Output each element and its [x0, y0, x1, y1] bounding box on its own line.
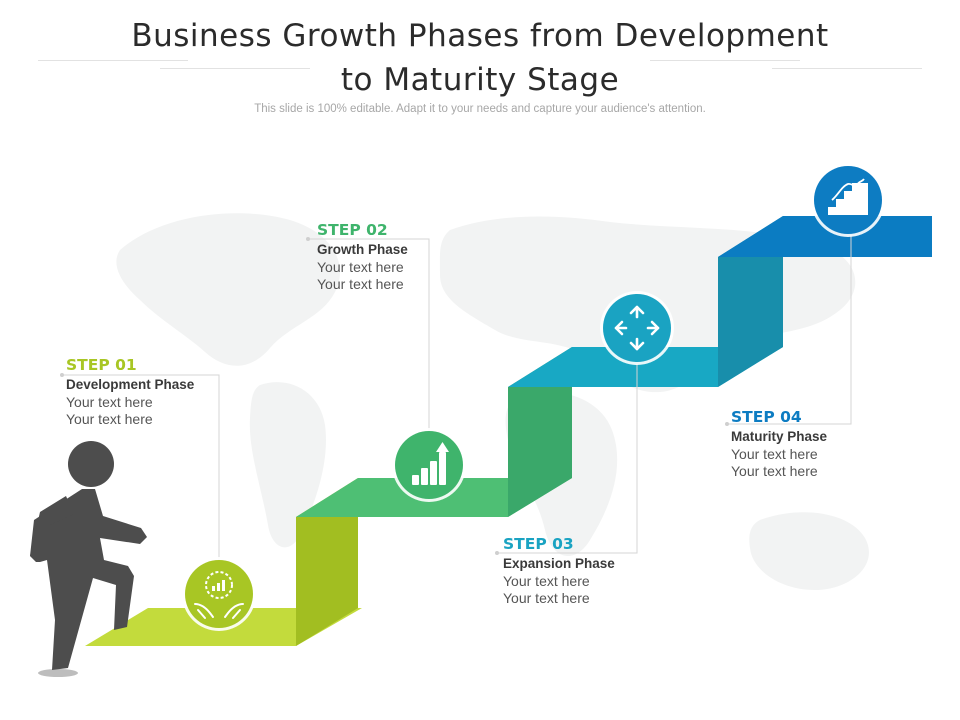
step4-riser: [718, 216, 783, 387]
bar-chart-up-icon: [412, 442, 449, 485]
description-line: Your text here: [731, 463, 818, 479]
step3-tread: [508, 347, 783, 387]
title-line-2: to Maturity Stage: [340, 62, 620, 98]
phase-name: Growth Phase: [317, 242, 408, 257]
title-rule-right-inner: [650, 60, 800, 61]
description-line: Your text here: [503, 590, 590, 606]
phase-name: Maturity Phase: [731, 429, 828, 444]
walking-person-figure: [30, 441, 147, 677]
phase-name: Development Phase: [66, 377, 195, 392]
phase-name: Expansion Phase: [503, 556, 615, 571]
step-03-text: STEP 03 Expansion Phase Your text here Y…: [503, 534, 615, 607]
step-label: STEP 02: [317, 221, 388, 239]
title-rule-left-inner: [160, 68, 310, 69]
description-line: Your text here: [66, 411, 153, 427]
description-line: Your text here: [503, 573, 590, 589]
move-arrows-icon: [614, 305, 660, 351]
step3-riser: [508, 347, 572, 517]
connector-dots: [60, 237, 729, 555]
stairs-up-icon: [828, 178, 868, 215]
step-01-text: STEP 01 Development Phase Your text here…: [66, 355, 194, 428]
step1-icon-badge: [182, 557, 256, 631]
page-title: Business Growth Phases from Development …: [0, 14, 960, 102]
step-label: STEP 03: [503, 535, 574, 553]
step-02-text: STEP 02 Growth Phase Your text here Your…: [317, 220, 408, 293]
step4-tread: [718, 216, 932, 257]
step-label: STEP 04: [731, 408, 802, 426]
step-04-text: STEP 04 Maturity Phase Your text here Yo…: [731, 407, 827, 480]
title-line-1: Business Growth Phases from Development: [131, 18, 829, 54]
description-line: Your text here: [66, 394, 153, 410]
step4-icon-badge: [811, 163, 885, 237]
page-subtitle: This slide is 100% editable. Adapt it to…: [254, 103, 706, 115]
description-line: Your text here: [731, 446, 818, 462]
step2-riser: [296, 478, 358, 646]
description-line: Your text here: [317, 259, 404, 275]
step2-icon-badge: [392, 428, 466, 502]
step3-icon-badge: [600, 291, 674, 365]
hands-growth-icon: [194, 571, 244, 619]
title-rule-right: [772, 68, 922, 69]
title-rule-left: [38, 60, 188, 61]
step-label: STEP 01: [66, 356, 137, 374]
connector-lines: [62, 235, 852, 560]
description-line: Your text here: [317, 276, 404, 292]
